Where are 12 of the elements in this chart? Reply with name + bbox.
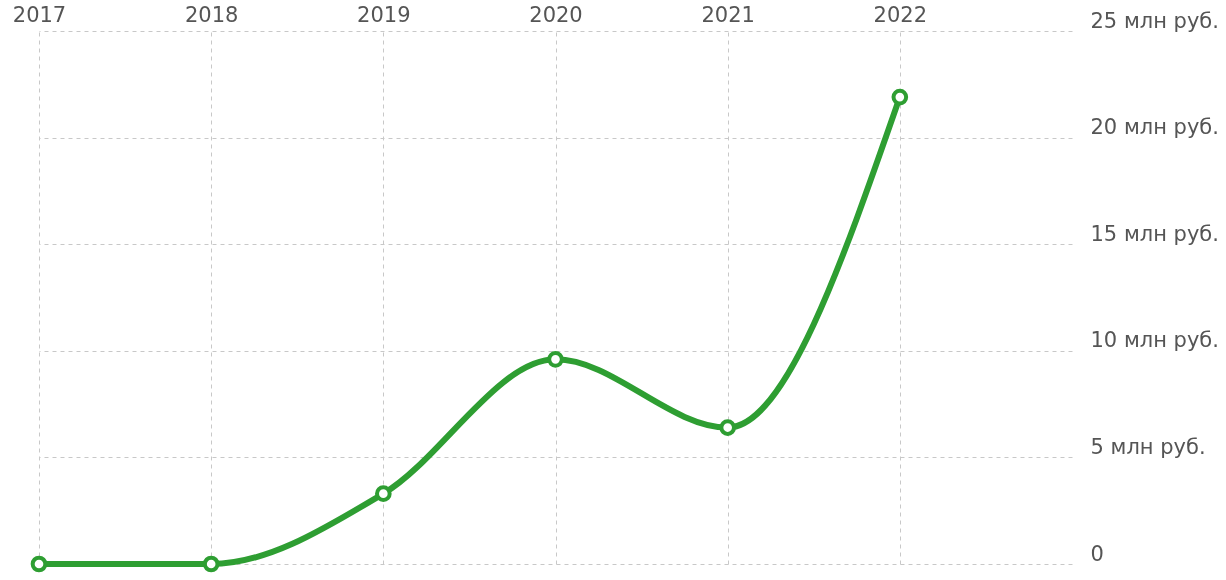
y-tick-label: 5 млн руб. <box>1090 434 1206 459</box>
x-tick-label: 2021 <box>701 2 755 27</box>
y-tick-label: 0 <box>1090 541 1104 566</box>
y-tick-label: 15 млн руб. <box>1090 221 1219 246</box>
y-tick-label: 25 млн руб. <box>1090 8 1219 33</box>
x-tick-label: 2020 <box>529 2 583 27</box>
x-tick-label: 2017 <box>12 2 67 27</box>
y-tick-label: 20 млн руб. <box>1090 115 1219 140</box>
x-tick-label: 2018 <box>184 2 239 27</box>
x-tick-label: 2019 <box>357 2 411 27</box>
y-tick-label: 10 млн руб. <box>1090 328 1219 353</box>
x-tick-label: 2022 <box>873 2 928 27</box>
